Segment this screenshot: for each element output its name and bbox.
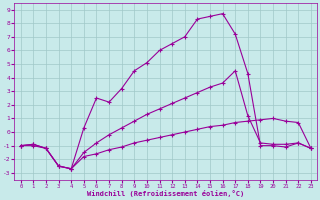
X-axis label: Windchill (Refroidissement éolien,°C): Windchill (Refroidissement éolien,°C) bbox=[87, 190, 244, 197]
